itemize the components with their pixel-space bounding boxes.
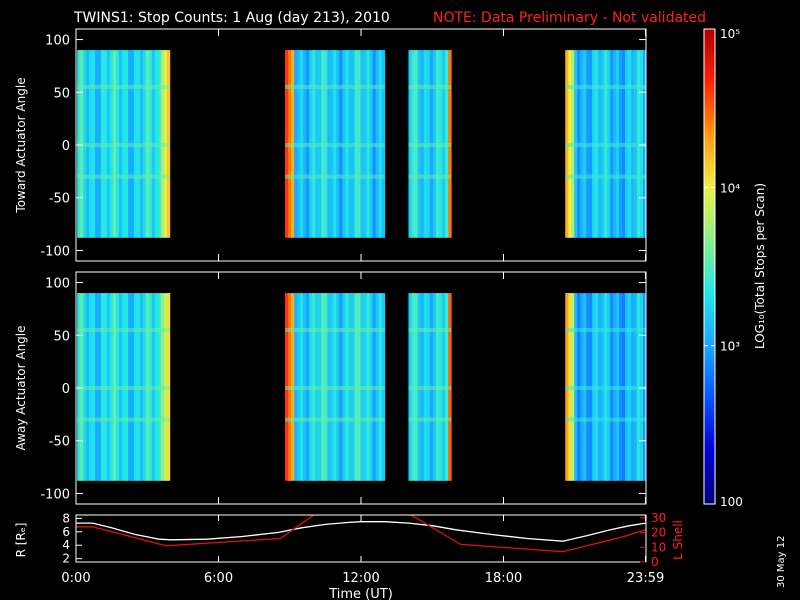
heatmap-band [285,417,385,422]
left-y-tick-label: 8 [62,511,70,525]
heatmap-band [285,174,385,179]
y-tick-label: -50 [49,192,70,207]
y-tick-label: 50 [53,329,70,344]
right-y-tick-label: 10 [651,540,666,554]
x-tick-label: 12:00 [342,571,379,586]
toward-y-axis: 100 50 0 -50 -100 [40,34,646,259]
y-tick-label: 0 [62,139,70,154]
heatmap-band [408,174,452,179]
toward-heatmap-panel: 100 50 0 -50 -100 Toward Actuator Angle [14,28,647,262]
heatmap-band [408,386,452,390]
l-shell-line [76,515,315,547]
l-shell-line [409,515,646,553]
y-tick-label: 100 [45,277,70,292]
orbit-x-axis: 0:00 6:00 12:00 18:00 23:59 [61,515,664,586]
heatmap-band [77,85,170,89]
right-y-tick-label: 20 [651,526,666,540]
right-y-tick-label: 0 [651,555,659,569]
y-tick-label: -50 [49,435,70,450]
heatmap-band [285,386,385,390]
away-heatmap-blocks [77,293,647,481]
toward-y-label: Toward Actuator Angle [14,77,28,213]
left-y-tick-label: 4 [62,538,70,552]
away-y-axis: 100 50 0 -50 -100 [40,277,646,502]
heatmap-band [565,143,646,147]
y-tick-label: -100 [40,487,70,502]
y-tick-label: 50 [53,86,70,101]
y-tick-label: -100 [40,244,70,259]
heatmap-band [408,143,452,147]
x-tick-label: 23:59 [627,571,664,586]
orbit-right-y-label: L Shell [671,520,685,560]
away-y-label: Away Actuator Angle [14,325,28,450]
right-y-tick-label: 30 [651,511,666,525]
colorbar-frame [703,28,716,505]
colorbar-ticks: 100 10³ 10⁴ 10⁵ [704,27,743,509]
figure-title: TWINS1: Stop Counts: 1 Aug (day 213), 20… [73,10,390,26]
heatmap-band [408,328,452,332]
heatmap-band [285,85,385,89]
heatmap-band [285,143,385,147]
heatmap-band [565,417,646,422]
heatmap-band [565,174,646,179]
heatmap-band [285,328,385,332]
colorbar-tick-label: 100 [720,495,743,509]
heatmap-band [565,85,646,89]
colorbar: 100 10³ 10⁴ 10⁵ LOG₁₀(Total Stops per Scan) [703,27,767,509]
heatmap-band [565,328,646,332]
x-tick-label: 0:00 [61,571,90,586]
colorbar-tick-label: 10⁵ [720,27,740,41]
x-tick-label: 18:00 [485,571,522,586]
away-heatmap-panel: 100 50 0 -50 -100 Away Actuator Angle [14,271,647,505]
x-tick-label: 6:00 [204,571,233,586]
left-y-tick-label: 6 [62,525,70,539]
away-x-ticks [75,272,647,504]
left-y-tick-label: 2 [62,552,70,566]
heatmap-band [77,143,170,147]
orbit-lines [76,515,646,553]
heatmap-band [565,386,646,390]
y-tick-label: 100 [45,34,70,49]
colorbar-tick-label: 10⁴ [720,181,740,195]
colorbar-gradient [704,29,715,504]
heatmap-band [77,174,170,179]
toward-x-ticks [75,29,647,261]
preliminary-note: NOTE: Data Preliminary - Not validated [433,10,706,26]
colorbar-label: LOG₁₀(Total Stops per Scan) [753,183,767,349]
toward-heatmap-blocks [77,50,647,238]
x-axis-label: Time (UT) [328,587,393,600]
y-tick-label: 0 [62,382,70,397]
heatmap-band [77,328,170,332]
heatmap-band [408,85,452,89]
heatmap-band [408,417,452,422]
r-distance-line [76,521,646,542]
colorbar-tick-label: 10³ [720,340,740,354]
orbit-left-y-label: R [Rₑ] [14,523,28,558]
heatmap-band [77,386,170,390]
heatmap-band [77,417,170,422]
date-stamp: 30 May 12 [776,536,787,588]
